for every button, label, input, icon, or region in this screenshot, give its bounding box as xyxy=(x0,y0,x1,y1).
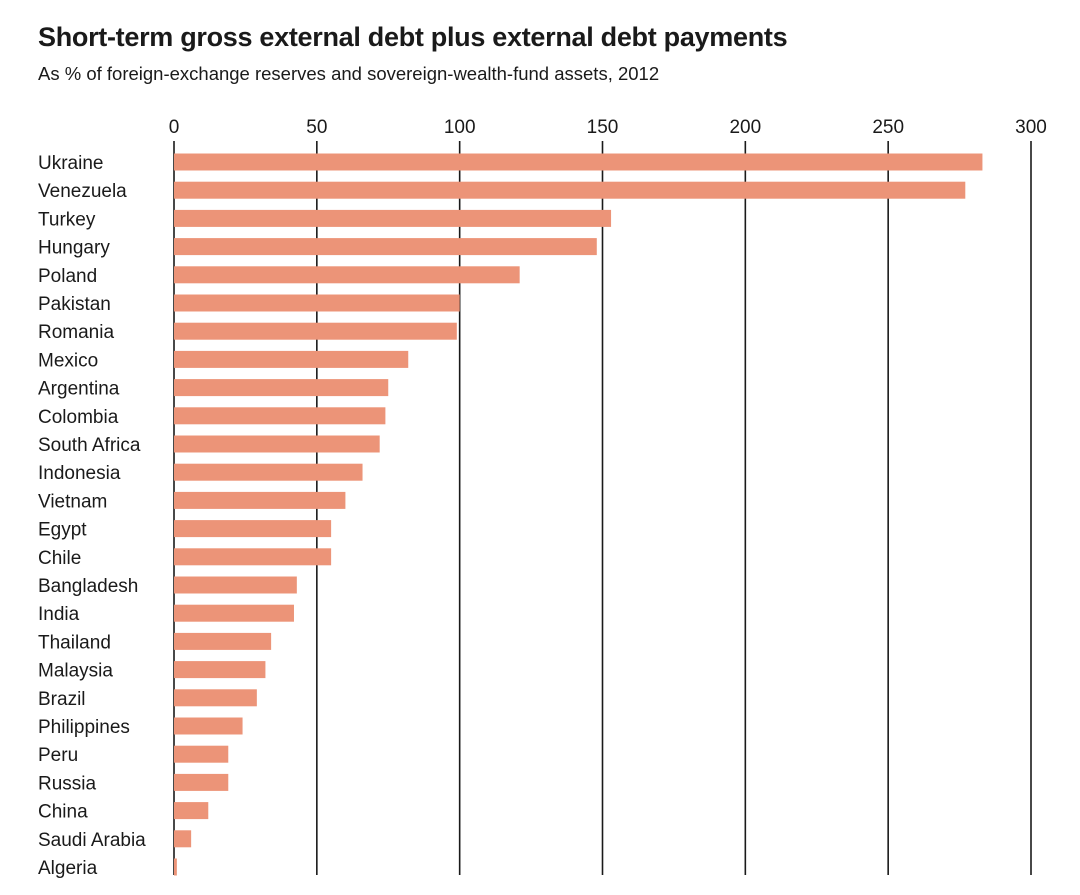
category-label: China xyxy=(38,802,88,823)
category-label: Turkey xyxy=(38,209,96,230)
bar-colombia xyxy=(174,407,386,425)
category-label: Poland xyxy=(38,266,97,287)
category-label: Malaysia xyxy=(38,661,113,682)
bar-romania xyxy=(174,322,457,340)
category-label: Philippines xyxy=(38,717,130,738)
category-label: Romania xyxy=(38,322,114,343)
bar-south-africa xyxy=(174,435,380,453)
x-tick-label: 200 xyxy=(729,117,761,138)
bar-thailand xyxy=(174,632,272,650)
bar-egypt xyxy=(174,520,332,538)
category-label: Peru xyxy=(38,745,78,766)
bar-russia xyxy=(174,773,229,791)
category-label: Bangladesh xyxy=(38,576,138,597)
category-label: India xyxy=(38,604,80,625)
category-label: Chile xyxy=(38,548,81,569)
bar-argentina xyxy=(174,379,389,397)
x-tick-label: 150 xyxy=(587,117,619,138)
bar-mexico xyxy=(174,350,409,368)
bar-malaysia xyxy=(174,661,266,679)
bar-poland xyxy=(174,266,520,284)
category-label: Pakistan xyxy=(38,294,111,315)
bar-venezuela xyxy=(174,181,966,199)
x-tick-label: 0 xyxy=(169,117,180,138)
bar-vietnam xyxy=(174,491,346,509)
category-label: Vietnam xyxy=(38,491,107,512)
bar-india xyxy=(174,604,294,622)
bar-turkey xyxy=(174,209,612,227)
x-tick-label: 250 xyxy=(872,117,904,138)
bar-peru xyxy=(174,745,229,763)
category-label: Thailand xyxy=(38,632,111,653)
chart-subtitle: As % of foreign-exchange reserves and so… xyxy=(38,63,660,84)
category-label: Brazil xyxy=(38,689,86,710)
bar-hungary xyxy=(174,238,597,256)
bar-saudi-arabia xyxy=(174,830,192,848)
category-label: Russia xyxy=(38,773,97,794)
bar-indonesia xyxy=(174,463,363,481)
x-tick-labels: 0 50 100 150 200 250 300 xyxy=(169,117,1047,138)
category-labels: Ukraine Venezuela Turkey Hungary Poland Pakis… xyxy=(38,153,146,879)
category-label: Algeria xyxy=(38,858,98,879)
category-label: Indonesia xyxy=(38,463,121,484)
bars xyxy=(174,153,983,876)
bar-brazil xyxy=(174,689,257,707)
bar-pakistan xyxy=(174,294,460,312)
category-label: Egypt xyxy=(38,520,87,541)
category-label: Saudi Arabia xyxy=(38,830,146,851)
bar-chile xyxy=(174,548,332,566)
bar-bangladesh xyxy=(174,576,297,594)
x-tick-label: 50 xyxy=(306,117,327,138)
x-tick-label: 100 xyxy=(444,117,476,138)
category-label: Ukraine xyxy=(38,153,103,174)
x-tick-label: 300 xyxy=(1015,117,1047,138)
category-label: Hungary xyxy=(38,238,110,259)
bar-algeria xyxy=(174,858,177,876)
bar-china xyxy=(174,802,209,820)
chart-title: Short-term gross external debt plus exte… xyxy=(38,22,788,52)
category-label: Venezuela xyxy=(38,181,127,202)
bar-ukraine xyxy=(174,153,983,171)
bar-philippines xyxy=(174,717,243,735)
category-label: Mexico xyxy=(38,350,98,371)
category-label: South Africa xyxy=(38,435,141,456)
category-label: Argentina xyxy=(38,379,120,400)
category-label: Colombia xyxy=(38,407,119,428)
